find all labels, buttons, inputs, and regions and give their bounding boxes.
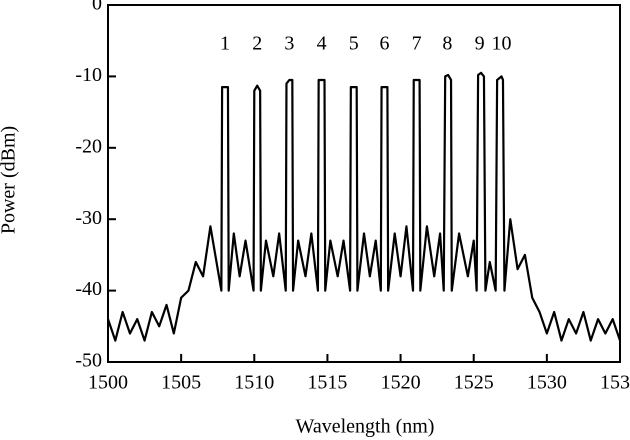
y-axis-label: Power (dBm) <box>0 126 20 234</box>
x-tick-label: 1500 <box>88 372 128 394</box>
x-tick-label: 1520 <box>381 372 421 394</box>
y-tick-label: -20 <box>75 135 102 157</box>
channel-label: 7 <box>412 33 422 55</box>
channel-label: 8 <box>442 33 452 55</box>
x-axis-label: Wavelength (nm) <box>296 416 435 438</box>
plot-frame <box>107 4 621 363</box>
y-tick-label: -50 <box>75 350 102 372</box>
y-tick-label: -30 <box>75 207 102 229</box>
channel-label: 3 <box>284 33 294 55</box>
x-tick-label: 1535 <box>600 372 630 394</box>
channel-label: 9 <box>475 33 485 55</box>
x-tick-label: 1515 <box>307 372 347 394</box>
spectrum-line <box>106 71 622 342</box>
y-tick-label: -40 <box>75 278 102 300</box>
channel-label: 5 <box>349 33 359 55</box>
channel-label: 6 <box>379 33 389 55</box>
y-tick-label: 0 <box>92 0 102 15</box>
x-tick-label: 1510 <box>234 372 274 394</box>
channel-label: 1 <box>220 33 230 55</box>
channel-label: 2 <box>252 33 262 55</box>
channel-label: 10 <box>492 33 512 55</box>
x-tick-label: 1530 <box>527 372 567 394</box>
channel-label: 4 <box>317 33 327 55</box>
y-tick-label: -10 <box>75 64 102 86</box>
x-tick-label: 1525 <box>454 372 494 394</box>
x-tick-label: 1505 <box>161 372 201 394</box>
